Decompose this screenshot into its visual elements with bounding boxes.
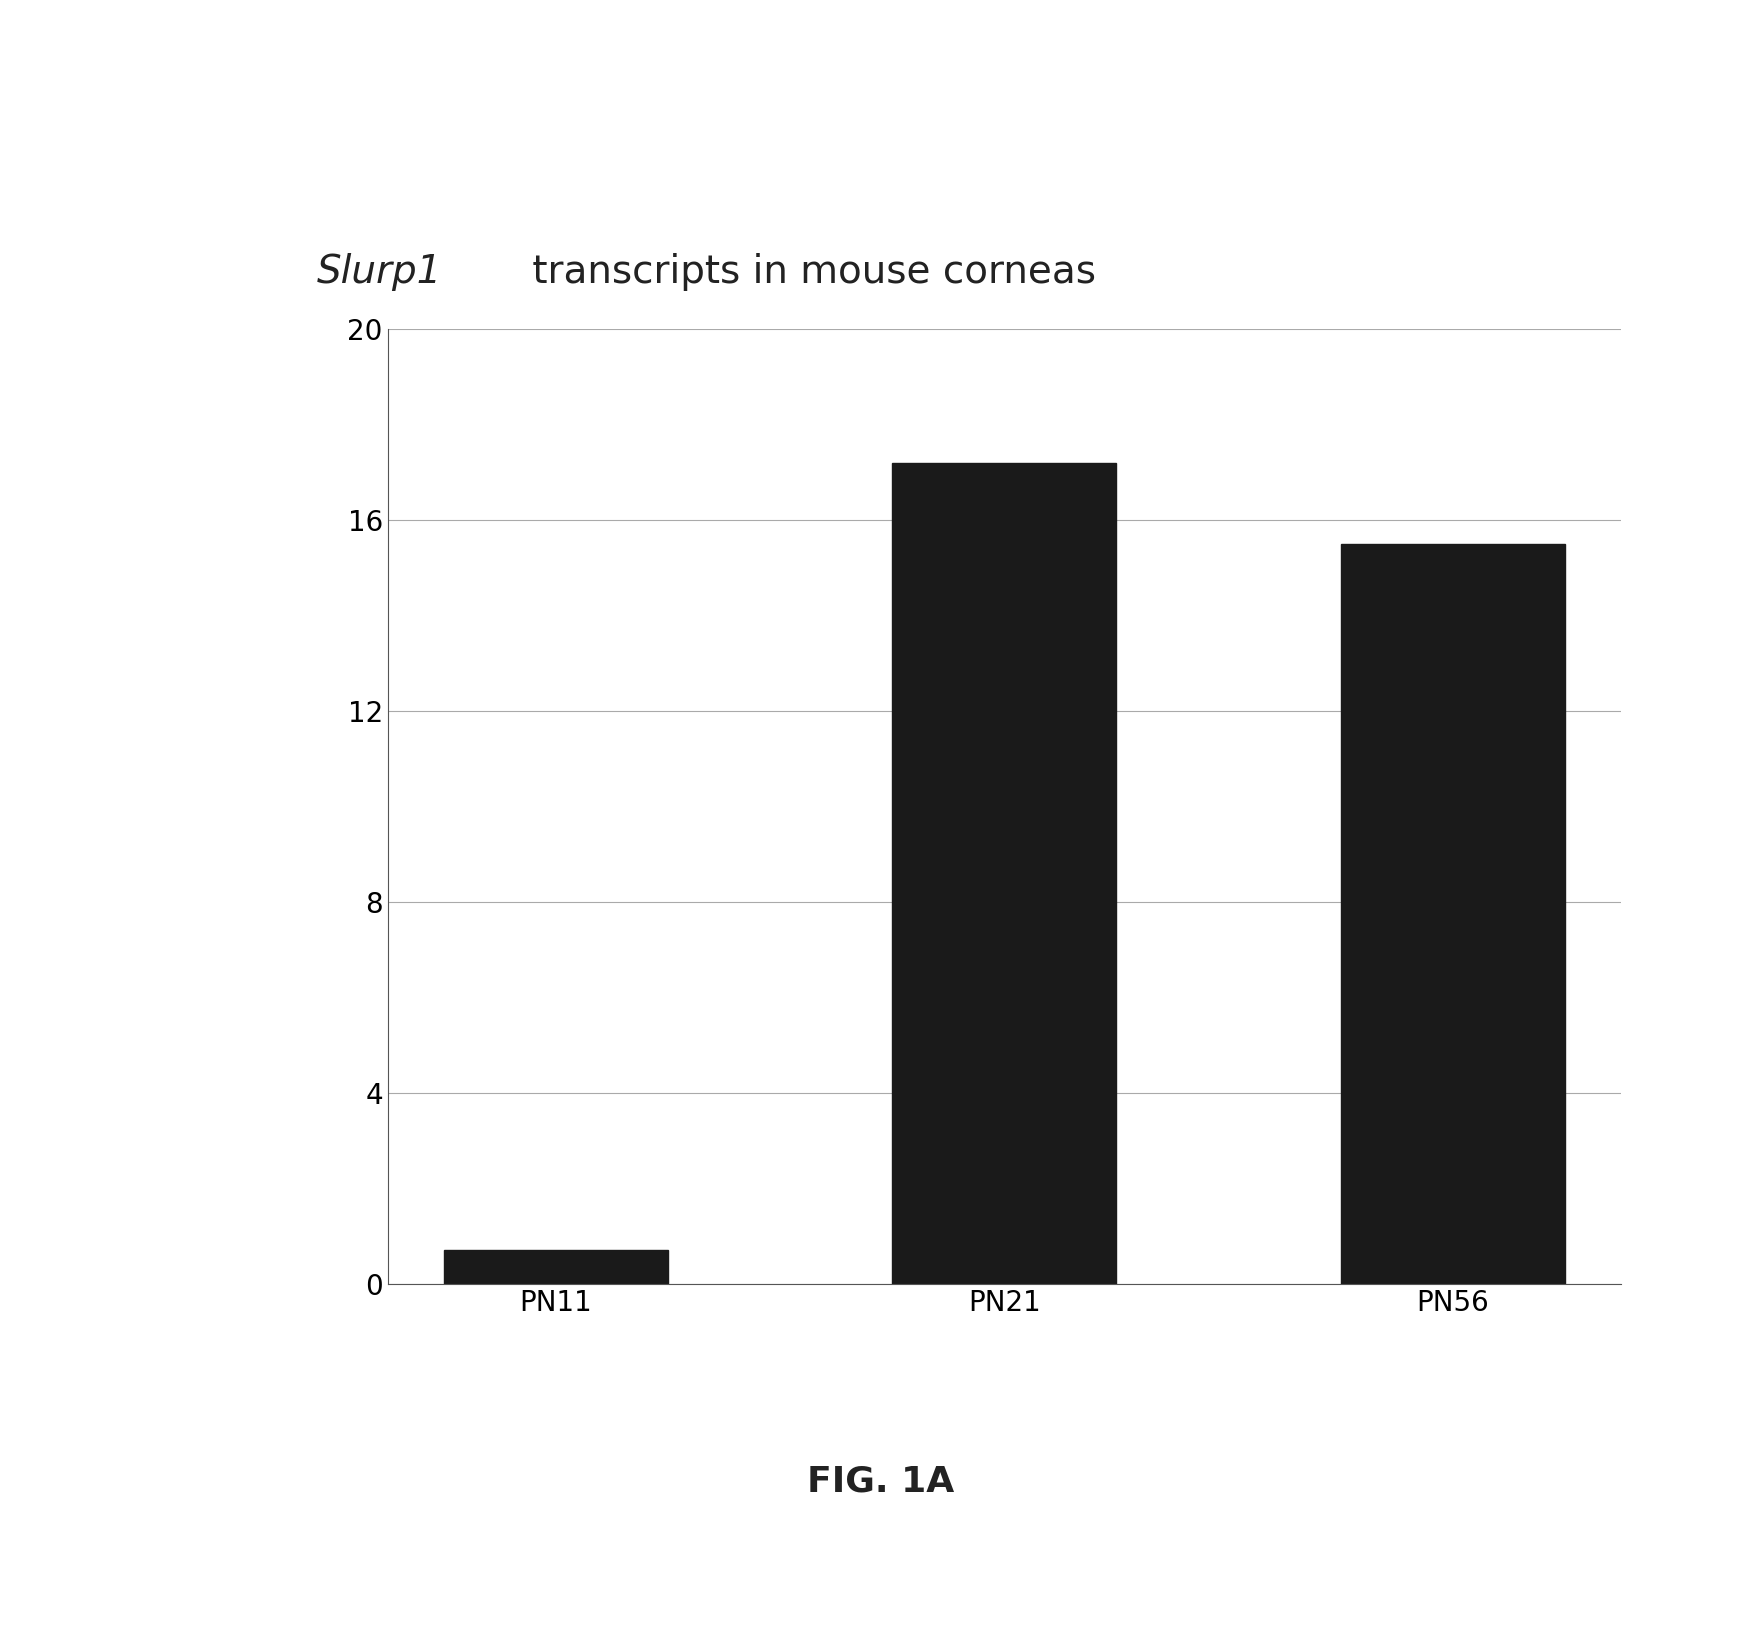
Text: Slurp1: Slurp1	[317, 252, 442, 291]
Bar	[1341, 543, 1565, 1284]
Text: FIG. 1A: FIG. 1A	[807, 1465, 955, 1498]
Bar	[892, 463, 1117, 1284]
Text: transcripts in mouse corneas: transcripts in mouse corneas	[520, 252, 1096, 291]
Bar	[444, 1251, 668, 1284]
